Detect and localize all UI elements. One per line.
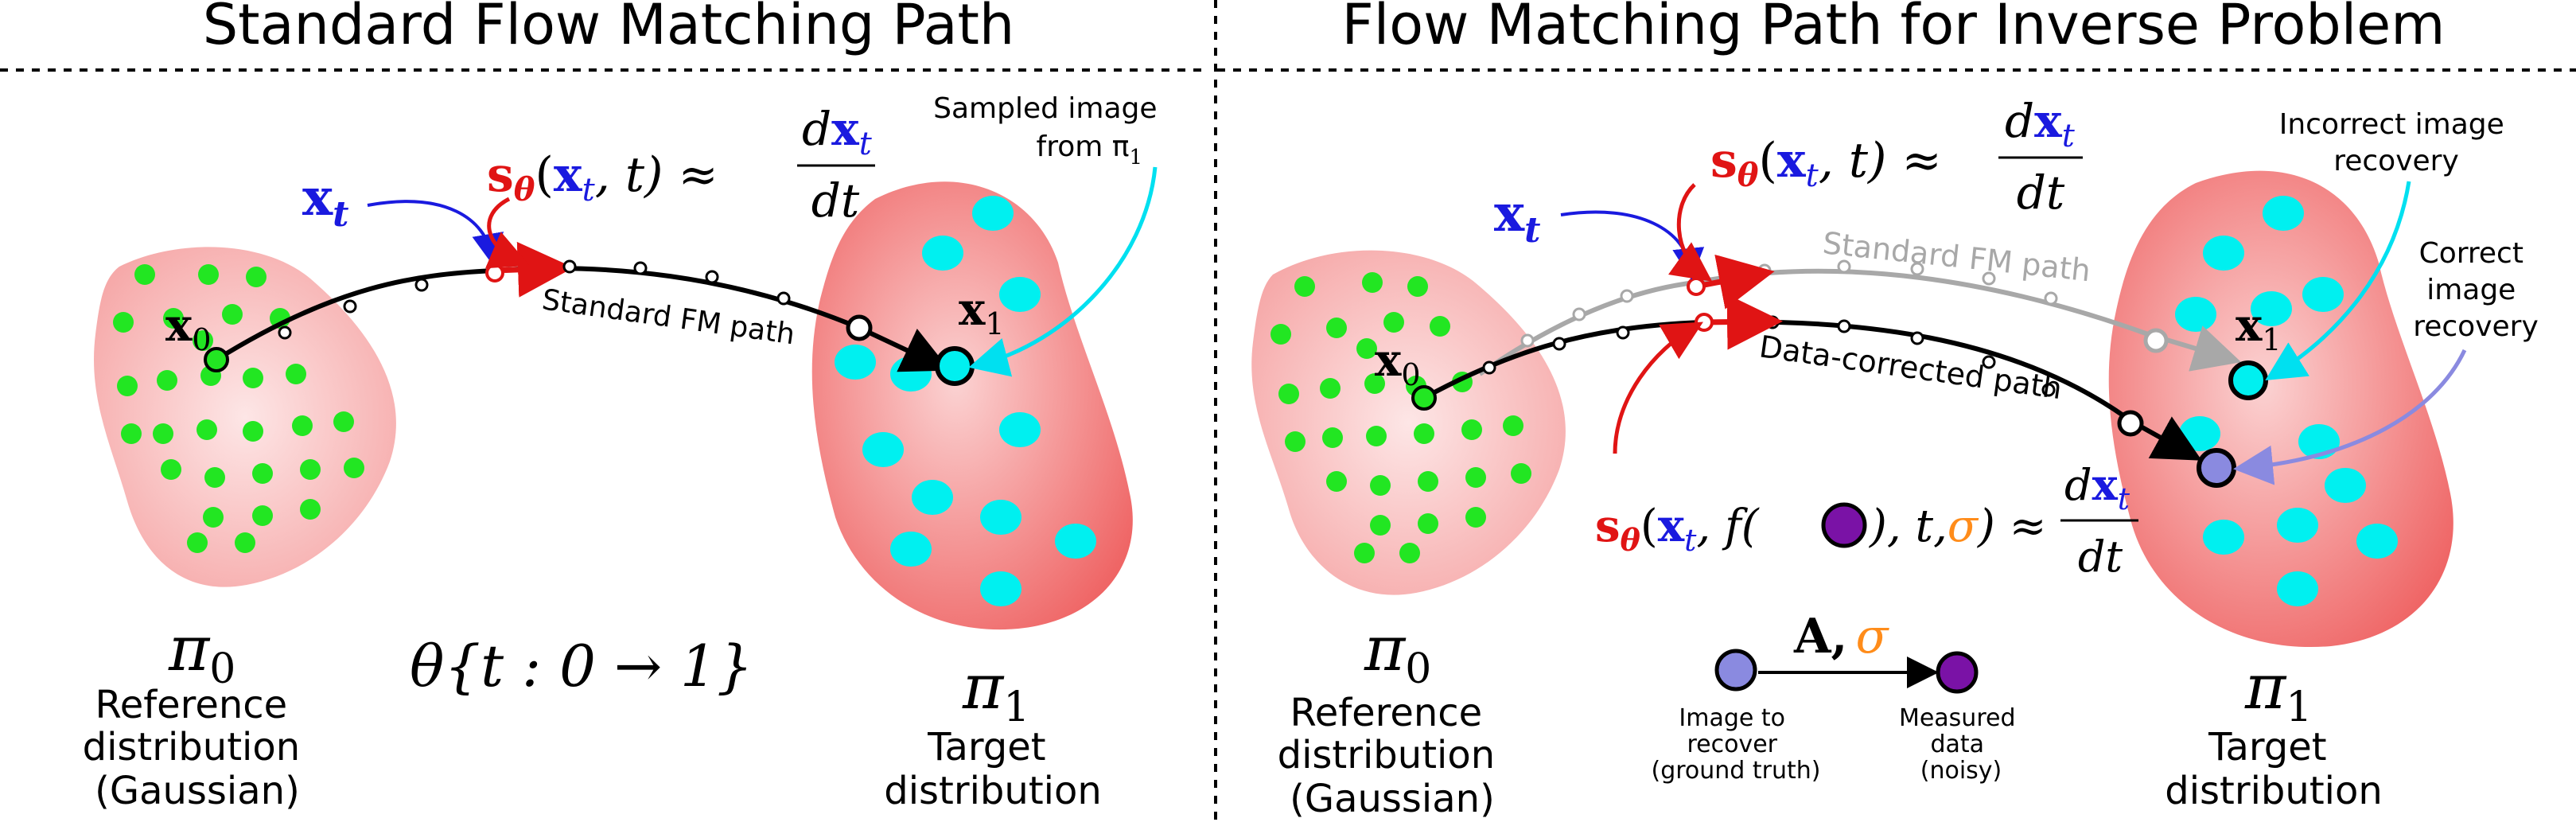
left-theta-time: θ{t : 0 → 1} bbox=[410, 633, 753, 699]
right-xt-node-lower bbox=[1695, 313, 1714, 332]
right-corrected-nodes bbox=[1482, 315, 2056, 397]
left-green-dots bbox=[113, 264, 364, 553]
right-incorrect-label: Incorrect image recovery bbox=[2279, 108, 2514, 177]
right-cond-formula: sθ(xt, f( bbox=[1595, 500, 1760, 558]
left-score-arrow bbox=[484, 197, 530, 269]
left-target-text: Target distribution bbox=[884, 725, 1102, 813]
right-cyan-dots bbox=[2175, 196, 2398, 606]
right-cond-measured-dot bbox=[1821, 502, 1867, 548]
right-red-segment-upper bbox=[1695, 254, 1775, 310]
right-score-formula: sθ(xt, t) ≈ bbox=[1710, 133, 1942, 194]
left-x1-point bbox=[935, 346, 975, 386]
right-reference-blob bbox=[1251, 250, 1566, 595]
right-xt-arrow bbox=[1560, 210, 1705, 280]
right-red-segment-lower bbox=[1703, 294, 1783, 350]
left-x1-label: x1 bbox=[959, 283, 1005, 341]
right-score-arrow bbox=[1667, 183, 1713, 282]
right-title: Flow Matching Path for Inverse Problem bbox=[1342, 0, 2446, 57]
right-pi0: π0 bbox=[1364, 614, 1431, 693]
left-target-blob bbox=[811, 181, 1133, 630]
left-reference-text: Reference distribution (Gaussian) bbox=[83, 683, 313, 813]
right-cond-arrow bbox=[1613, 321, 1703, 454]
right-correct-label: Correct image recovery bbox=[2413, 237, 2539, 343]
left-cyan-dots bbox=[835, 196, 1096, 606]
right-meas-label: Measured data (noisy) bbox=[1899, 704, 2023, 785]
right-reference-text: Reference distribution (Gaussian) bbox=[1278, 691, 1508, 821]
right-frac-den: dt bbox=[2017, 166, 2065, 220]
right-correct-point bbox=[2197, 448, 2236, 488]
left-xt-node bbox=[485, 263, 504, 282]
right-x0-point bbox=[1411, 385, 1437, 411]
right-pi1: π1 bbox=[2244, 652, 2312, 731]
left-sampled-label: Sampled image from π1 bbox=[933, 92, 1166, 169]
left-score-formula: sθ(xt, t) ≈ bbox=[487, 147, 718, 208]
right-frac-num: dxt bbox=[2005, 94, 2076, 154]
right-x0-label: x0 bbox=[1375, 334, 1421, 392]
right-op-label: A, σ bbox=[1793, 609, 1889, 664]
right-standard-path-label: Standard FM path bbox=[1821, 225, 2092, 288]
right-gt-dot bbox=[1714, 649, 1757, 692]
left-path-nodes bbox=[278, 259, 791, 340]
left-sampled-arrow bbox=[968, 166, 1158, 377]
left-x0-point bbox=[204, 347, 229, 372]
right-cond-formula-tail: ), t,σ) ≈ bbox=[1869, 501, 2047, 552]
left-xt-label: xt bbox=[302, 168, 348, 235]
left-xt-arrow bbox=[367, 200, 504, 266]
right-corrected-path-label: Data-corrected path bbox=[1757, 329, 2064, 406]
right-target-blob bbox=[2108, 170, 2453, 648]
left-pi0: π0 bbox=[168, 614, 235, 693]
right-pre-target-node bbox=[2117, 410, 2144, 437]
right-correct-arrow bbox=[2233, 349, 2467, 485]
right-x1-point bbox=[2228, 360, 2268, 400]
right-cond-frac-den: dt bbox=[2078, 532, 2123, 582]
right-gray-end-node bbox=[2143, 328, 2169, 353]
right-measured-dot bbox=[1936, 651, 1979, 694]
right-incorrect-arrow bbox=[2265, 181, 2411, 380]
right-gt-label: Image to recover (ground truth) bbox=[1652, 704, 1821, 785]
left-frac-num: dxt bbox=[802, 102, 873, 162]
left-reference-blob bbox=[94, 247, 396, 587]
right-xt-label: xt bbox=[1494, 184, 1540, 251]
left-x0-label: x0 bbox=[165, 299, 212, 357]
left-pi1: π1 bbox=[962, 652, 1029, 731]
left-title: Standard Flow Matching Path bbox=[203, 0, 1015, 57]
right-target-text: Target distribution bbox=[2165, 725, 2383, 813]
right-cond-frac-num: dxt bbox=[2064, 459, 2130, 516]
left-frac-den: dt bbox=[811, 173, 860, 228]
right-green-dots bbox=[1270, 272, 1531, 563]
right-xt-node-upper bbox=[1687, 277, 1706, 296]
left-pre-target-node bbox=[846, 314, 873, 341]
